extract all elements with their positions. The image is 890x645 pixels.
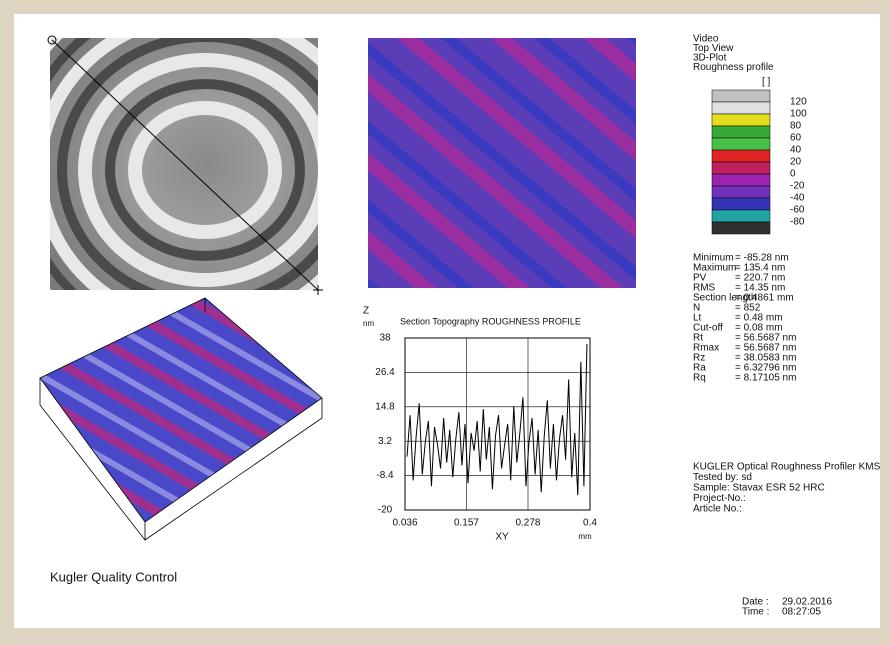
stat-label: Rmax bbox=[693, 343, 719, 354]
x-axis-label: XY bbox=[495, 532, 509, 543]
company: Kugler Quality Control bbox=[50, 569, 177, 584]
x-tick-label: 0.036 bbox=[392, 518, 417, 529]
date: 29.02.2016 bbox=[782, 597, 832, 608]
colorbar-label: 40 bbox=[790, 145, 802, 156]
stat-label: Minimum bbox=[693, 253, 734, 264]
x-tick-label: 0.157 bbox=[454, 518, 479, 529]
colorbar-band bbox=[711, 221, 771, 235]
colorbar-band bbox=[711, 209, 771, 223]
stat-label: RMS bbox=[693, 283, 716, 294]
y-tick-label: -20 bbox=[378, 505, 393, 516]
stat-value: = 0.48 mm bbox=[735, 313, 783, 324]
stat-label: N bbox=[693, 303, 700, 314]
section-start bbox=[47, 35, 57, 45]
plot-frame bbox=[404, 337, 591, 511]
info-line: Project-No.: bbox=[693, 493, 746, 504]
colorbar bbox=[711, 89, 771, 235]
stat-label: Cut-off bbox=[693, 323, 723, 334]
stat-value: = 56.5687 nm bbox=[735, 333, 796, 344]
stat-value: = 56.5687 nm bbox=[735, 343, 796, 354]
x-tick-label: 0.4 bbox=[583, 518, 597, 529]
stat-label: Section length bbox=[693, 293, 756, 304]
stat-value: = 38.0583 nm bbox=[735, 353, 796, 364]
colorbar-label: 60 bbox=[790, 133, 802, 144]
x-tick-label: 0.278 bbox=[515, 518, 540, 529]
stat-value: = 220.7 nm bbox=[735, 273, 785, 284]
colorbar-label: -60 bbox=[790, 205, 805, 216]
plot-3d bbox=[39, 297, 323, 542]
stat-value: = 852 bbox=[735, 303, 761, 314]
menu-item: Video bbox=[693, 34, 719, 45]
y-tick-label: 26.4 bbox=[375, 367, 395, 378]
colorbar-label: -80 bbox=[790, 217, 805, 228]
colorbar-label: 80 bbox=[790, 121, 802, 132]
info-line: KUGLER Optical Roughness Profiler KMS bbox=[693, 462, 881, 473]
colorbar-label: 100 bbox=[790, 109, 807, 120]
y-tick-label: -8.4 bbox=[376, 470, 394, 481]
date-label: Date : bbox=[742, 597, 769, 608]
time-label: Time : bbox=[742, 607, 769, 618]
stat-label: Rq bbox=[693, 373, 706, 384]
stat-label: PV bbox=[693, 273, 707, 284]
info-line: Sample: Stavax ESR 52 HRC bbox=[693, 483, 825, 494]
y-tick-label: 38 bbox=[379, 333, 391, 344]
info-line: Article No.: bbox=[693, 504, 742, 515]
menu-item: Roughness profile bbox=[693, 62, 774, 73]
stat-value: = 135.4 nm bbox=[735, 263, 785, 274]
stat-label: Ra bbox=[693, 363, 706, 374]
colorbar-label: 120 bbox=[790, 97, 807, 108]
chart-title: Section Topography ROUGHNESS PROFILE bbox=[400, 316, 581, 326]
stat-label: Maximum bbox=[693, 263, 736, 274]
colorbar-band bbox=[711, 113, 771, 127]
interferogram bbox=[50, 38, 318, 290]
time: 08:27:05 bbox=[782, 607, 821, 618]
colorbar-label: 20 bbox=[790, 157, 802, 168]
stat-label: Lt bbox=[693, 313, 702, 324]
colorbar-unit: [ ] bbox=[762, 77, 771, 88]
info-line: Tested by: sd bbox=[693, 472, 752, 483]
colorbar-label: -20 bbox=[790, 181, 805, 192]
menu-item: Top View bbox=[693, 43, 734, 54]
colorbar-band bbox=[711, 161, 771, 175]
stat-value: = -85.28 nm bbox=[735, 253, 789, 264]
stat-value: = 6.32796 nm bbox=[735, 363, 796, 374]
colorbar-band bbox=[711, 149, 771, 163]
menu-item: 3D-Plot bbox=[693, 53, 727, 64]
stat-value: = 0.08 mm bbox=[735, 323, 783, 334]
section-end bbox=[313, 285, 323, 295]
profile-line bbox=[406, 343, 588, 496]
colorbar-label: -40 bbox=[790, 193, 805, 204]
stat-value: = 14.35 nm bbox=[735, 283, 785, 294]
y-tick-label: 3.2 bbox=[378, 436, 392, 447]
colorbar-band bbox=[711, 173, 771, 187]
stat-label: Rz bbox=[693, 353, 705, 364]
colorbar-band bbox=[711, 101, 771, 115]
y-tick-label: 14.8 bbox=[375, 401, 395, 412]
colorbar-band bbox=[711, 197, 771, 211]
y-axis-unit: nm bbox=[363, 319, 374, 328]
colorbar-band bbox=[711, 89, 771, 103]
colorbar-band bbox=[711, 137, 771, 151]
stat-value: = 0.4861 mm bbox=[735, 293, 794, 304]
colorbar-band bbox=[711, 125, 771, 139]
x-axis-unit: mm bbox=[578, 532, 592, 541]
top-view-map bbox=[368, 38, 636, 288]
colorbar-band bbox=[711, 185, 771, 199]
stat-label: Rt bbox=[693, 333, 703, 344]
colorbar-label: 0 bbox=[790, 169, 796, 180]
stat-value: = 8.17105 nm bbox=[735, 373, 796, 384]
y-axis-label: Z bbox=[363, 306, 369, 317]
